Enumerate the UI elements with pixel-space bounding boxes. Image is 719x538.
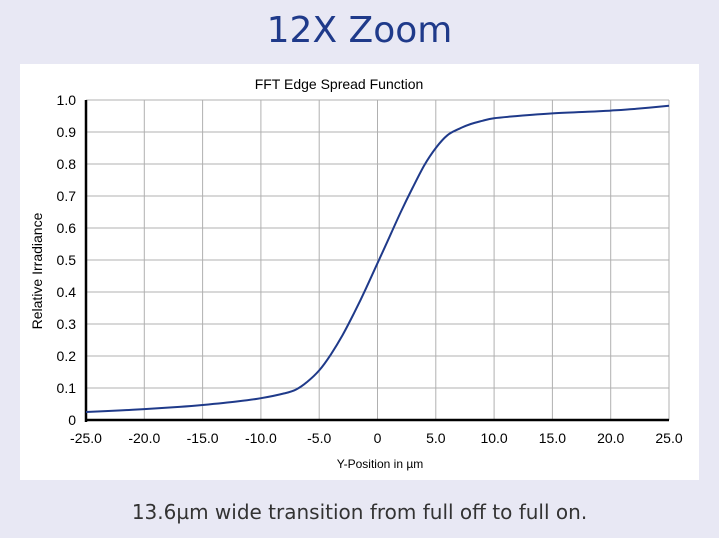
y-tick-label: 1.0 [57,92,77,108]
y-tick-labels: 0 0.1 0.2 0.3 0.4 0.5 0.6 0.7 0.8 0.9 1.0 [57,92,77,428]
x-tick-label: 0 [374,430,382,446]
chart-panel: FFT Edge Spread Function -25.0 -20.0 -15.0… [20,64,699,480]
x-axis-label: Y-Position in µm [337,457,424,471]
x-tick-label: -20.0 [128,430,160,446]
y-tick-label: 0.7 [57,188,77,204]
y-tick-label: 0.8 [57,156,77,172]
x-tick-label: 15.0 [539,430,566,446]
slide-caption: 13.6µm wide transition from full off to … [131,500,588,524]
chart-title: FFT Edge Spread Function [255,76,424,92]
x-tick-label: 10.0 [480,430,507,446]
x-tick-label: 5.0 [426,430,446,446]
edge-spread-chart: FFT Edge Spread Function -25.0 -20.0 -15.0… [29,76,683,471]
y-tick-label: 0.6 [57,220,77,236]
x-tick-label: 25.0 [655,430,682,446]
y-axis-label: Relative Irradiance [29,212,45,329]
y-tick-label: 0.3 [57,316,77,332]
y-tick-label: 0.1 [57,380,77,396]
x-tick-label: -10.0 [245,430,277,446]
y-tick-label: 0 [68,412,76,428]
x-tick-label: -5.0 [307,430,331,446]
grid [86,99,670,420]
slide-title: 12X Zoom [266,10,453,51]
y-tick-label: 0.9 [57,124,77,140]
series-line [85,104,670,413]
y-tick-label: 0.5 [57,252,77,268]
x-tick-label: -15.0 [187,430,219,446]
x-tick-labels: -25.0 -20.0 -15.0 -10.0 -5.0 0 5.0 10.0 15.0 20.0… [70,430,683,446]
x-tick-label: 20.0 [597,430,624,446]
y-tick-label: 0.2 [57,348,77,364]
y-tick-label: 0.4 [57,284,77,300]
x-tick-label: -25.0 [70,430,102,446]
